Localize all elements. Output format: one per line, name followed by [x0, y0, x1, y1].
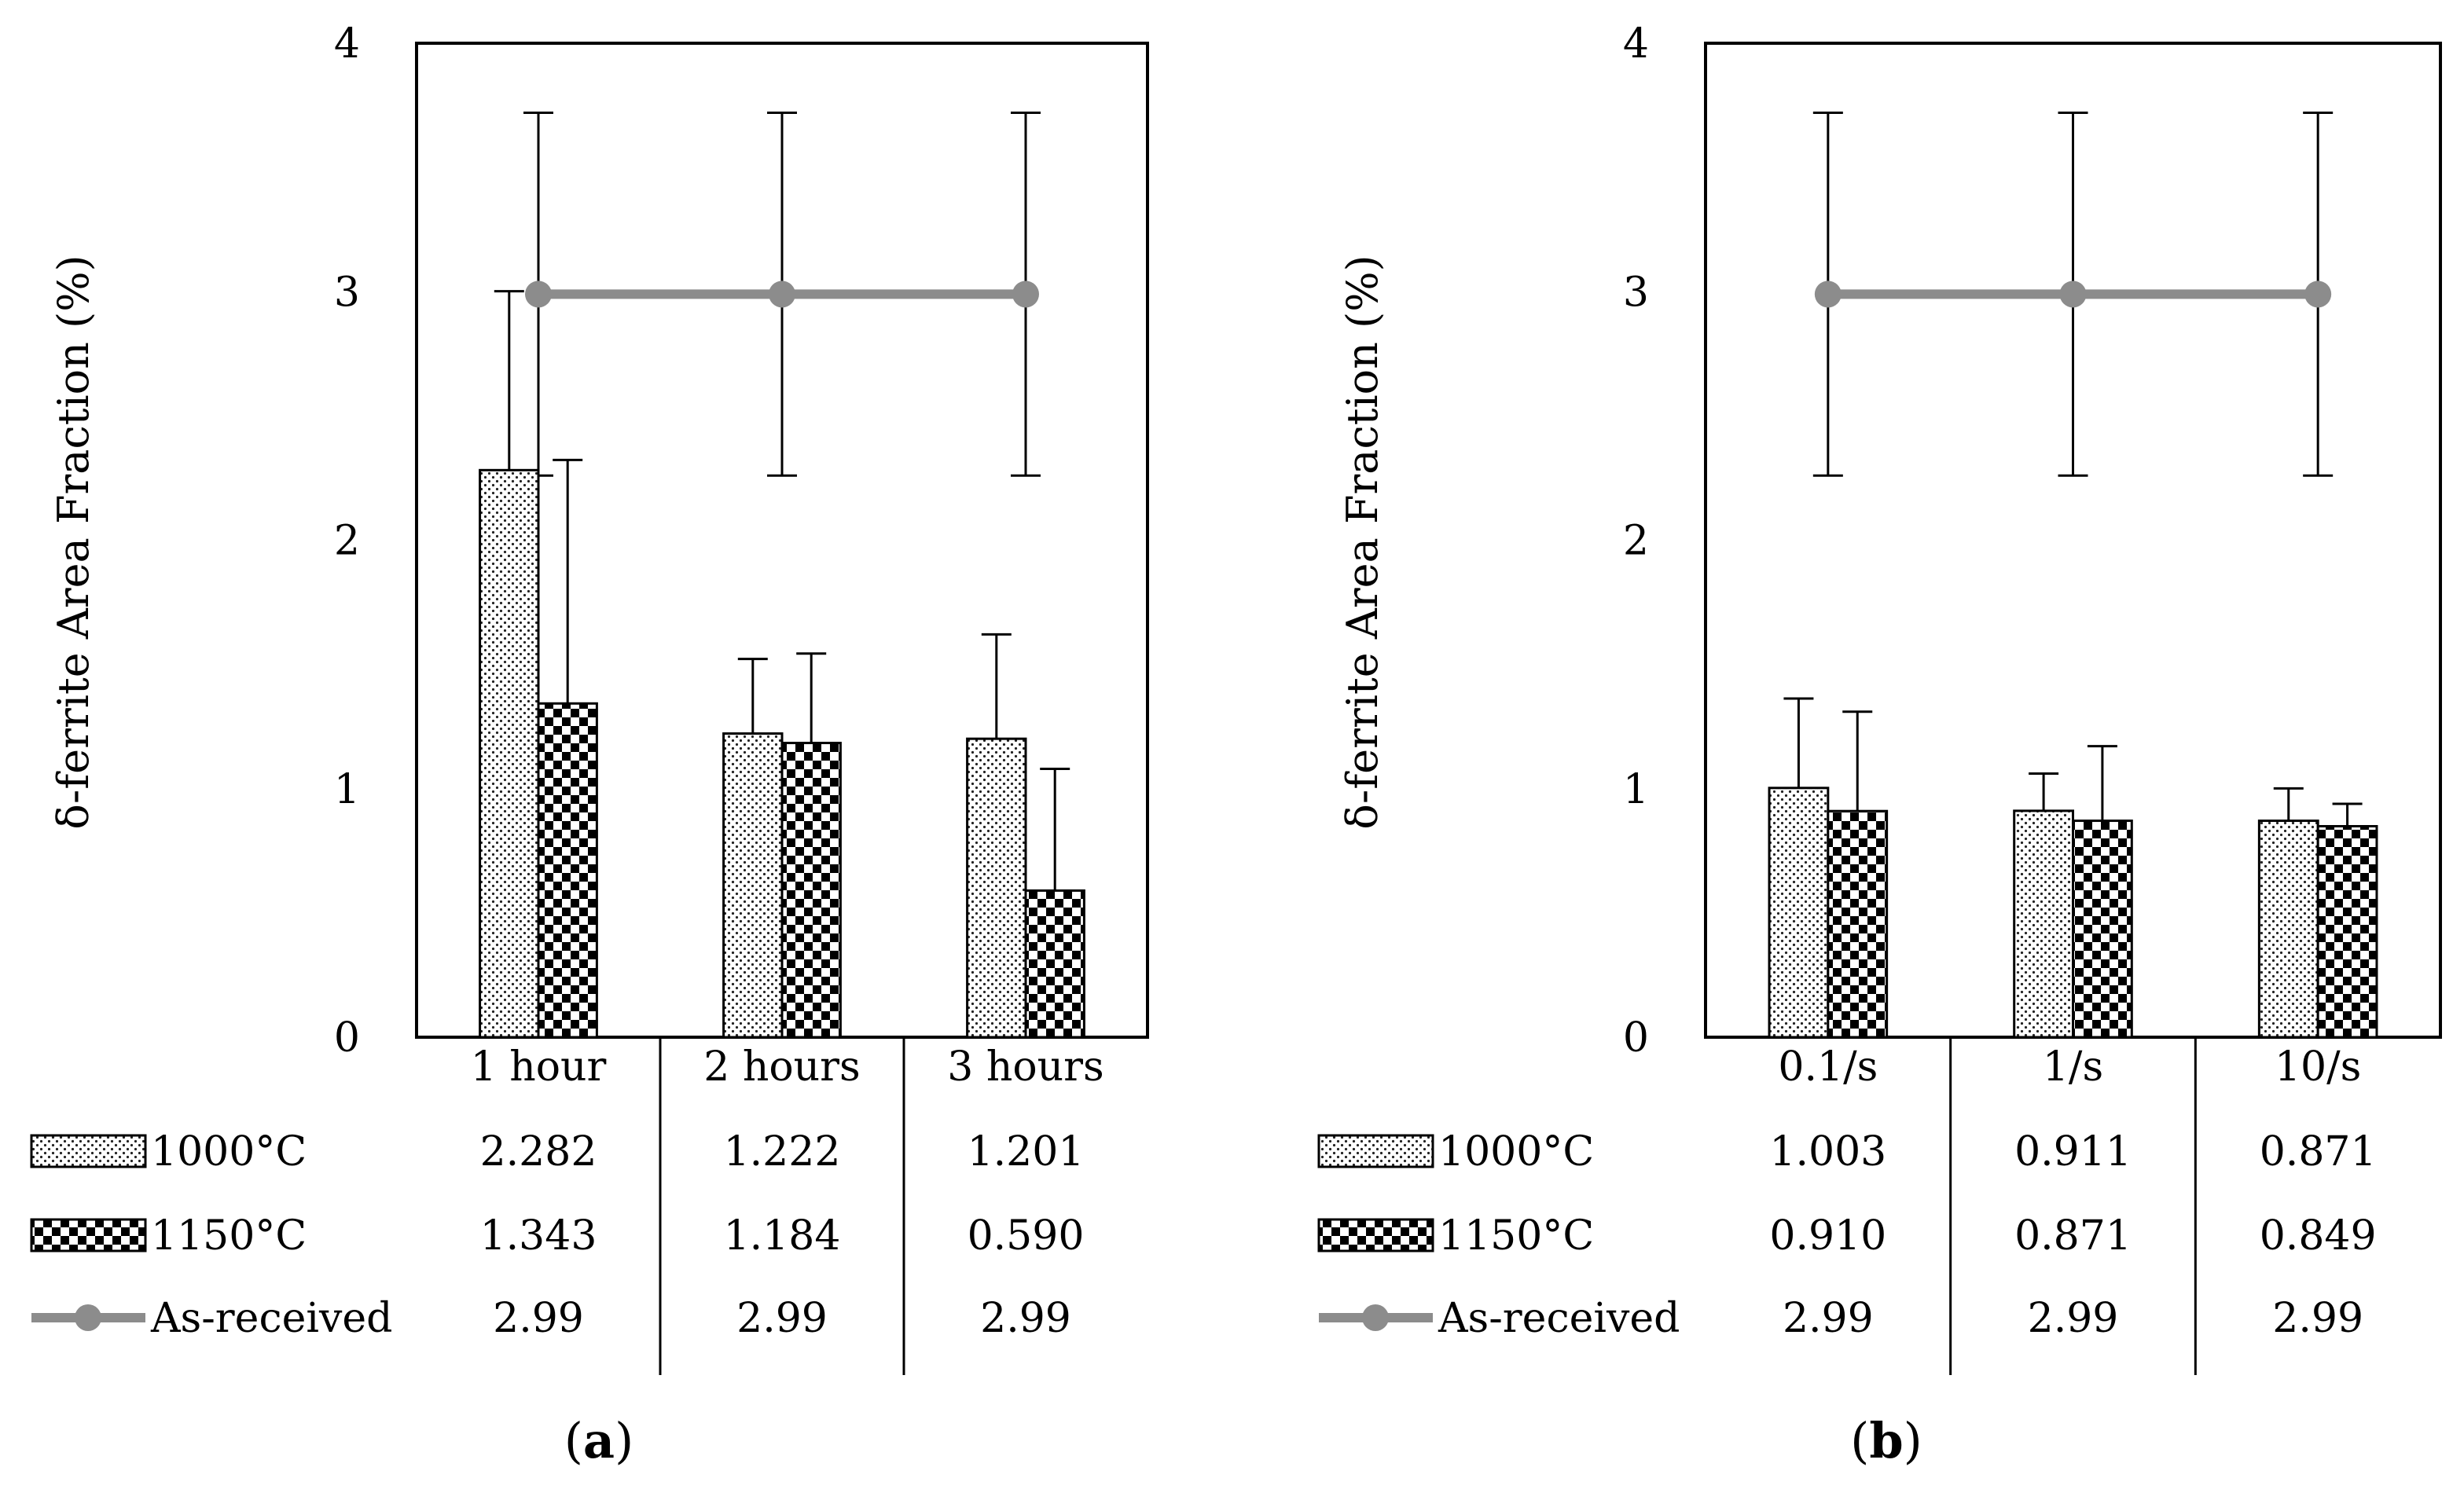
- bar-checker: [537, 702, 598, 1039]
- data-label: 2.99: [493, 1295, 584, 1342]
- series-marker-as-received: [1814, 281, 1842, 308]
- legend-swatch-marker: [75, 1304, 101, 1331]
- y-tick-label: 2: [1623, 518, 1649, 565]
- y-tick-label: 0: [334, 1014, 360, 1062]
- legend-label: 1000°C: [151, 1128, 307, 1175]
- bar-dots: [2257, 820, 2319, 1039]
- series-marker-as-received: [2304, 281, 2332, 308]
- chart-panel-b: δ-ferrite Area Fraction (%) 0 1 2 3 4 0.1/s 1…: [1317, 20, 2442, 1469]
- legend-label: 1150°C: [151, 1212, 307, 1260]
- category-label: 2 hours: [703, 1043, 860, 1091]
- y-tick-label: 0: [1623, 1014, 1649, 1062]
- bar-checker: [1827, 809, 1889, 1039]
- as-received-line: [1814, 281, 2332, 308]
- bars: [479, 468, 1085, 1039]
- data-table: 1 hour 2 hours 3 hours 1000°C 2.282 1.222 1.20…: [30, 1037, 1104, 1375]
- legend-label: 1150°C: [1438, 1212, 1594, 1260]
- data-label: 1.003: [1769, 1128, 1886, 1175]
- category-label: 10/s: [2275, 1043, 2361, 1091]
- as-received-line: [525, 281, 1039, 308]
- bar-dots: [966, 737, 1027, 1039]
- y-tick-label: 3: [334, 269, 360, 316]
- data-label: 2.99: [2028, 1295, 2119, 1342]
- data-label: 0.849: [2260, 1212, 2377, 1260]
- data-label: 0.910: [1769, 1212, 1886, 1260]
- bar-dots: [479, 468, 540, 1039]
- legend-swatch-dots: [30, 1134, 147, 1168]
- data-label: 0.590: [968, 1212, 1085, 1260]
- y-axis-label: δ-ferrite Area Fraction (%): [1338, 255, 1387, 829]
- y-axis-label: δ-ferrite Area Fraction (%): [49, 255, 98, 829]
- series-marker-as-received: [525, 281, 552, 308]
- data-label: 2.99: [736, 1295, 828, 1342]
- y-tick-label: 3: [1623, 269, 1649, 316]
- data-label: 1.201: [968, 1128, 1085, 1175]
- bar-checker: [2316, 825, 2378, 1039]
- series-marker-as-received: [1012, 281, 1039, 308]
- y-tick-label: 4: [1623, 20, 1649, 68]
- bar-dots: [722, 732, 784, 1039]
- series-marker-as-received: [2059, 281, 2087, 308]
- data-label: 2.99: [2272, 1295, 2363, 1342]
- series-marker-as-received: [769, 281, 795, 308]
- bar-dots: [1768, 787, 1830, 1039]
- data-label: 0.911: [2014, 1128, 2132, 1175]
- data-label: 1.343: [480, 1212, 597, 1260]
- data-label: 1.184: [724, 1212, 841, 1260]
- category-label: 0.1/s: [1778, 1043, 1878, 1091]
- legend-swatch-checker: [1317, 1218, 1434, 1252]
- category-label: 1 hour: [471, 1043, 607, 1091]
- y-ticks: 0 1 2 3 4: [1623, 20, 1649, 1062]
- bar-checker: [2072, 820, 2133, 1039]
- data-label: 2.282: [480, 1128, 597, 1175]
- legend-swatch-marker: [1362, 1304, 1389, 1331]
- legend-swatch-checker: [30, 1218, 147, 1252]
- legend-label: As-received: [150, 1295, 392, 1342]
- y-tick-label: 4: [334, 20, 360, 68]
- bar-dots: [2013, 809, 2074, 1039]
- y-ticks: 0 1 2 3 4: [334, 20, 360, 1062]
- data-label: 2.99: [1783, 1295, 1874, 1342]
- error-bars: [1783, 112, 2363, 912]
- category-label: 3 hours: [947, 1043, 1103, 1091]
- data-label: 2.99: [980, 1295, 1071, 1342]
- y-tick-label: 1: [1623, 766, 1649, 813]
- panel-caption: (a): [564, 1412, 634, 1469]
- legend-swatch-dots: [1317, 1134, 1434, 1168]
- bar-checker: [780, 742, 842, 1039]
- y-tick-label: 2: [334, 518, 360, 565]
- data-label: 0.871: [2260, 1128, 2377, 1175]
- legend-label: As-received: [1438, 1295, 1680, 1342]
- y-tick-label: 1: [334, 766, 360, 813]
- category-label: 1/s: [2043, 1043, 2103, 1091]
- bars: [1768, 787, 2378, 1039]
- panel-caption: (b): [1850, 1412, 1922, 1469]
- data-label: 1.222: [724, 1128, 841, 1175]
- bar-checker: [1024, 889, 1085, 1039]
- data-label: 0.871: [2014, 1212, 2132, 1260]
- data-table: 0.1/s 1/s 10/s 1000°C 1.003 0.911 0.871 1150°C 0…: [1317, 1037, 2377, 1375]
- legend-label: 1000°C: [1438, 1128, 1594, 1175]
- chart-panel-a: δ-ferrite Area Fraction (%) 0 1 2 3 4 1 hour…: [30, 20, 1149, 1469]
